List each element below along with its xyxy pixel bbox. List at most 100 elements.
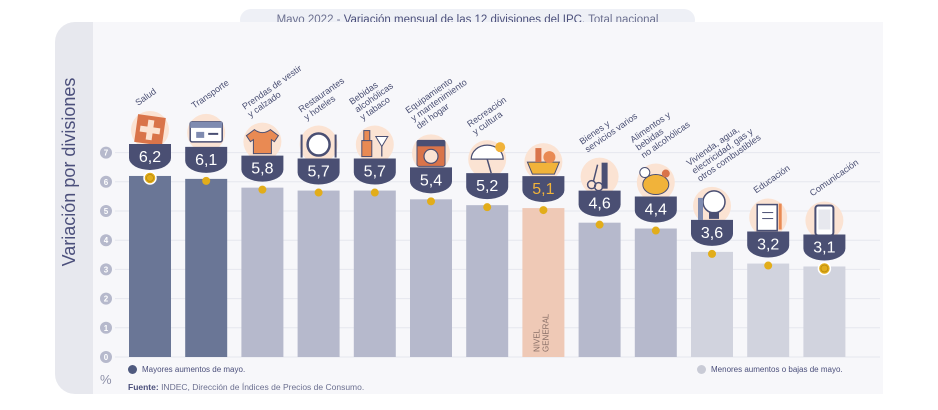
bar xyxy=(185,178,228,357)
category-label: Bebidasalcohólicasy tabaco xyxy=(347,73,401,123)
y-tick-marker xyxy=(100,351,112,363)
legend-low: Menores aumentos o bajas de mayo. xyxy=(697,365,843,374)
value-badge xyxy=(353,158,396,185)
value-label: 5,7 xyxy=(307,164,329,181)
value-label: 3,2 xyxy=(757,237,779,254)
category-label: Educación xyxy=(752,163,792,195)
bar-inner-label: NIVEL xyxy=(532,328,541,352)
comb-scissors-icon xyxy=(580,157,619,196)
y-tick-label: 5 xyxy=(104,207,109,216)
unit-label: % xyxy=(100,372,112,387)
bar xyxy=(297,190,340,357)
bar-dot xyxy=(202,176,211,185)
value-badge xyxy=(466,173,509,200)
category-label-line: Educación xyxy=(752,163,792,195)
shopping-basket-icon xyxy=(524,143,563,182)
value-badge xyxy=(297,158,340,185)
bar-dot xyxy=(483,203,492,212)
category-label: Recreacióny cultura xyxy=(465,95,513,137)
y-tick-label: 0 xyxy=(104,353,109,362)
value-badge xyxy=(522,176,565,203)
plate-cutlery-icon xyxy=(299,125,338,164)
tshirt-icon xyxy=(243,122,282,161)
value-label: 5,1 xyxy=(532,181,554,198)
lightbulb-icon xyxy=(693,186,731,225)
source-text: INDEC, Dirección de Índices de Precios d… xyxy=(158,382,365,392)
value-label: 5,2 xyxy=(476,178,498,195)
bar xyxy=(241,187,284,357)
y-tick-marker xyxy=(100,263,112,276)
bar-dot xyxy=(595,220,604,229)
bar xyxy=(129,175,171,357)
sube-card-icon xyxy=(187,113,226,152)
category-label: Equipamientoy mantenimientodel hogar xyxy=(404,69,475,131)
bar-dot xyxy=(708,249,716,258)
icon-background xyxy=(580,157,619,196)
value-badge xyxy=(410,167,452,194)
value-badge xyxy=(129,143,171,170)
category-label-line: Salud xyxy=(133,86,158,107)
value-label: 3,1 xyxy=(813,239,835,256)
title-separator: - xyxy=(333,14,344,26)
category-label-line: Transporte xyxy=(190,78,231,111)
bar xyxy=(353,190,396,357)
category-label: Vivienda, agua,electricidad, gas yotros … xyxy=(685,116,764,183)
y-tick-marker xyxy=(100,234,112,247)
bar xyxy=(634,228,677,357)
notebook-icon xyxy=(749,198,788,237)
y-tick-label: 4 xyxy=(104,236,109,245)
legend-high: Mayores aumentos de mayo. xyxy=(128,365,245,374)
y-tick-label: 7 xyxy=(104,149,109,158)
bar-dot xyxy=(314,188,323,197)
drinks-icon xyxy=(355,125,394,164)
value-label: 6,1 xyxy=(195,152,217,169)
value-badge xyxy=(803,234,846,261)
bar xyxy=(747,263,790,357)
y-tick-marker xyxy=(100,205,112,217)
bar-dot xyxy=(820,264,829,273)
bar xyxy=(803,266,846,357)
category-label: Restaurantesy hoteles xyxy=(297,75,352,122)
category-label: Salud xyxy=(133,86,158,107)
bar xyxy=(466,205,509,357)
bar-inner-label: GENERAL xyxy=(541,313,550,352)
value-badge xyxy=(241,155,284,182)
bar-dot xyxy=(764,261,773,270)
source-note: Fuente: INDEC, Dirección de Índices de P… xyxy=(128,382,364,392)
y-tick-label: 3 xyxy=(104,265,109,274)
chicken-food-icon xyxy=(636,163,675,202)
legend-high-swatch xyxy=(128,365,137,374)
value-label: 6,2 xyxy=(139,149,161,166)
bar-dot xyxy=(146,174,154,182)
bar-dot xyxy=(651,226,660,235)
legend-high-label: Mayores aumentos de mayo. xyxy=(142,365,246,374)
category-label: Alimentos ybebidasno alcohólicas xyxy=(628,103,692,160)
washing-machine-icon xyxy=(412,134,450,173)
y-tick-marker xyxy=(100,321,112,334)
category-label-line: Comunicación xyxy=(808,157,860,198)
y-tick-marker xyxy=(100,292,112,305)
source-label: Fuente: xyxy=(128,382,159,392)
value-badge xyxy=(185,146,228,173)
y-tick-marker xyxy=(100,146,112,159)
value-badge xyxy=(691,219,733,246)
bar xyxy=(522,208,565,357)
category-label: Transporte xyxy=(190,78,231,111)
umbrella-beach-icon xyxy=(468,140,507,179)
smartphone-icon xyxy=(805,201,844,240)
y-tick-label: 2 xyxy=(104,295,109,304)
bar xyxy=(410,199,452,357)
bar-dot xyxy=(539,206,548,215)
y-tick-marker xyxy=(100,175,112,188)
legend-low-swatch xyxy=(697,365,706,374)
bar-dot xyxy=(427,197,435,206)
value-label: 5,8 xyxy=(251,161,273,178)
value-label: 4,4 xyxy=(645,202,667,219)
bar xyxy=(578,222,621,357)
y-tick-label: 6 xyxy=(104,178,109,187)
value-badge xyxy=(634,196,677,223)
bar xyxy=(691,251,733,357)
y-tick-label: 1 xyxy=(104,324,109,333)
bar-dot xyxy=(258,185,267,194)
